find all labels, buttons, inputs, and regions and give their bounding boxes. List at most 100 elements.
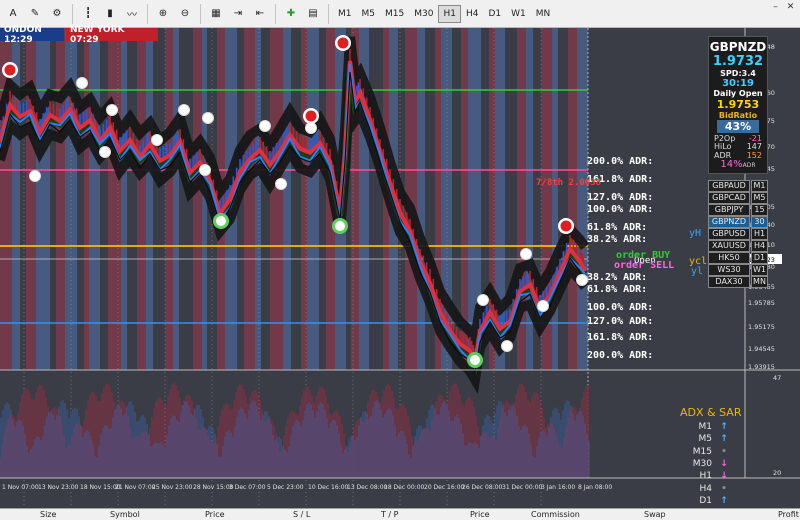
adr-level-upper: 161.8% ADR:	[587, 174, 654, 185]
zoom-in-icon[interactable]: ⊕	[158, 8, 168, 19]
time-axis-label: 18 Nov 15:00	[80, 484, 121, 491]
price-chart[interactable]: 2.040482.027602.014752.008702.002451.990…	[0, 25, 800, 508]
info-bidratio-label: BidRatio	[718, 111, 758, 120]
info-adr-label: ADR	[714, 150, 732, 160]
symbol-row-gbpaud: GBPAUD M1	[708, 180, 768, 192]
minimize-icon[interactable]: –	[773, 1, 778, 12]
timeframe-d1[interactable]: D1	[488, 8, 502, 19]
symbol-button-ws30[interactable]: WS30	[708, 264, 750, 276]
adx-timeframe: H4	[699, 483, 713, 494]
terminal-column-size[interactable]: Size	[40, 510, 57, 519]
symbol-button-hk50[interactable]: HK50	[708, 252, 750, 264]
bar-chart-icon[interactable]: ┇	[84, 8, 92, 19]
session-stripe	[359, 28, 369, 370]
symbol-timeframe-button[interactable]: H4	[751, 240, 768, 252]
timeframe-h4[interactable]: H4	[465, 8, 479, 19]
session-stripe	[255, 28, 261, 370]
timeframe-m5[interactable]: M5	[361, 8, 376, 19]
price-axis-label: 1.95785	[748, 299, 775, 307]
pencil-icon[interactable]: ✎	[30, 8, 40, 19]
adx-row-h1: H1 ↓	[690, 471, 740, 481]
symbol-button-gbpjpy[interactable]: GBPJPY	[708, 204, 750, 216]
dot-icon: •	[721, 446, 727, 457]
objects-dropdown-icon[interactable]: ⚙	[52, 8, 62, 19]
terminal-column-price[interactable]: Price	[470, 510, 490, 519]
symbol-timeframe-button[interactable]: W1	[751, 264, 768, 276]
terminal-column-symbol[interactable]: Symbol	[110, 510, 140, 519]
candlestick-icon[interactable]: ▮	[107, 8, 113, 19]
terminal-column-sl[interactable]: S / L	[293, 510, 311, 519]
symbol-timeframe-button[interactable]: MN	[751, 276, 768, 288]
session-stripe	[193, 28, 202, 370]
info-adr-pct: 14%	[720, 159, 743, 171]
timeframe-mn[interactable]: MN	[535, 8, 551, 19]
adx-timeframe: D1	[699, 495, 712, 506]
line-chart-icon[interactable]: 〰	[127, 10, 137, 21]
symbol-button-gbpaud[interactable]: GBPAUD	[708, 180, 750, 192]
symbol-timeframe-button[interactable]: 15	[751, 204, 768, 216]
session-stripe	[146, 28, 153, 370]
timeframe-m30[interactable]: M30	[414, 8, 434, 19]
symbol-timeframe-button[interactable]: M5	[751, 192, 768, 204]
time-axis-label: 18 Dec 00:00	[384, 484, 425, 491]
reversal-sell-marker	[337, 37, 349, 49]
order-sell-label: order SELL	[614, 260, 675, 271]
time-axis-label: 13 Nov 23:00	[38, 484, 79, 491]
session-stripe	[468, 28, 481, 370]
timeframe-m1[interactable]: M1	[338, 8, 352, 19]
toolbar-text-label[interactable]: A	[9, 8, 17, 19]
adx-timeframe: M5	[698, 434, 713, 445]
timeframe-w1[interactable]: W1	[511, 8, 526, 19]
swing-high-marker	[477, 294, 489, 306]
terminal-column-profit[interactable]: Profit	[778, 510, 799, 519]
adr-level-upper: 200.0% ADR:	[587, 156, 654, 167]
templates-icon[interactable]: ▤	[308, 8, 318, 19]
dot-icon: •	[721, 483, 727, 494]
fast-ma-red	[0, 60, 587, 369]
terminal-header: Size Symbol Price S / L T / P Price Commission…	[0, 508, 800, 520]
adr-level-lower: 127.0% ADR:	[587, 316, 654, 327]
chart-shift-icon[interactable]: ⇤	[255, 8, 265, 19]
grid-icon[interactable]: ▦	[211, 8, 221, 19]
terminal-column-tp[interactable]: T / P	[381, 510, 399, 519]
swing-high-marker	[259, 120, 271, 132]
terminal-column-commission[interactable]: Commission	[531, 510, 580, 519]
signal-ma-blue	[0, 63, 586, 370]
window-controls: – ✕	[770, 1, 796, 12]
timeframe-m15[interactable]: M15	[385, 8, 405, 19]
symbol-button-gbpnzd[interactable]: GBPNZD	[708, 216, 750, 228]
info-bidratio: 43%	[717, 120, 759, 133]
arrow-down-icon: ↓	[720, 458, 728, 469]
swing-high-marker	[202, 112, 214, 124]
swing-high-marker	[76, 77, 88, 89]
terminal-column-price[interactable]: Price	[205, 510, 225, 519]
adx-row-h4: H4 •	[690, 484, 740, 494]
symbol-timeframe-button[interactable]: D1	[751, 252, 768, 264]
timeframe-h1[interactable]: H1	[438, 4, 461, 23]
zoom-out-icon[interactable]: ⊖	[180, 8, 190, 19]
autoscroll-icon[interactable]: ⇥	[233, 8, 243, 19]
time-axis-label: 3 Jan 16:00	[541, 484, 575, 491]
symbol-timeframe-button[interactable]: 30	[751, 216, 768, 228]
adr-level-lower: 61.8% ADR:	[587, 284, 648, 295]
adx-sar-title: ADX & SAR	[680, 406, 742, 419]
session-stripe	[121, 28, 127, 370]
time-axis-label: 1 Nov 07:00	[2, 484, 39, 491]
reversal-sell-marker	[305, 110, 317, 122]
adx-timeframe: M1	[698, 422, 713, 432]
symbol-button-gbpusd[interactable]: GBPUSD	[708, 228, 750, 240]
swing-high-marker	[501, 340, 513, 352]
terminal-column-swap[interactable]: Swap	[644, 510, 666, 519]
indicators-icon[interactable]: ✚	[286, 8, 296, 19]
symbol-button-gbpcad[interactable]: GBPCAD	[708, 192, 750, 204]
price-axis-label: 1.95175	[748, 323, 775, 331]
session-stripe	[270, 28, 283, 370]
symbol-timeframe-button[interactable]: M1	[751, 180, 768, 192]
symbol-timeframe-button[interactable]: H1	[751, 228, 768, 240]
swing-high-marker	[576, 274, 588, 286]
info-daily-open-label: Daily Open	[713, 89, 763, 98]
indicator-axis-top: 47	[773, 374, 781, 382]
symbol-button-dax30[interactable]: DAX30	[708, 276, 750, 288]
symbol-button-xauusd[interactable]: XAUUSD	[708, 240, 750, 252]
close-icon[interactable]: ✕	[786, 1, 795, 12]
